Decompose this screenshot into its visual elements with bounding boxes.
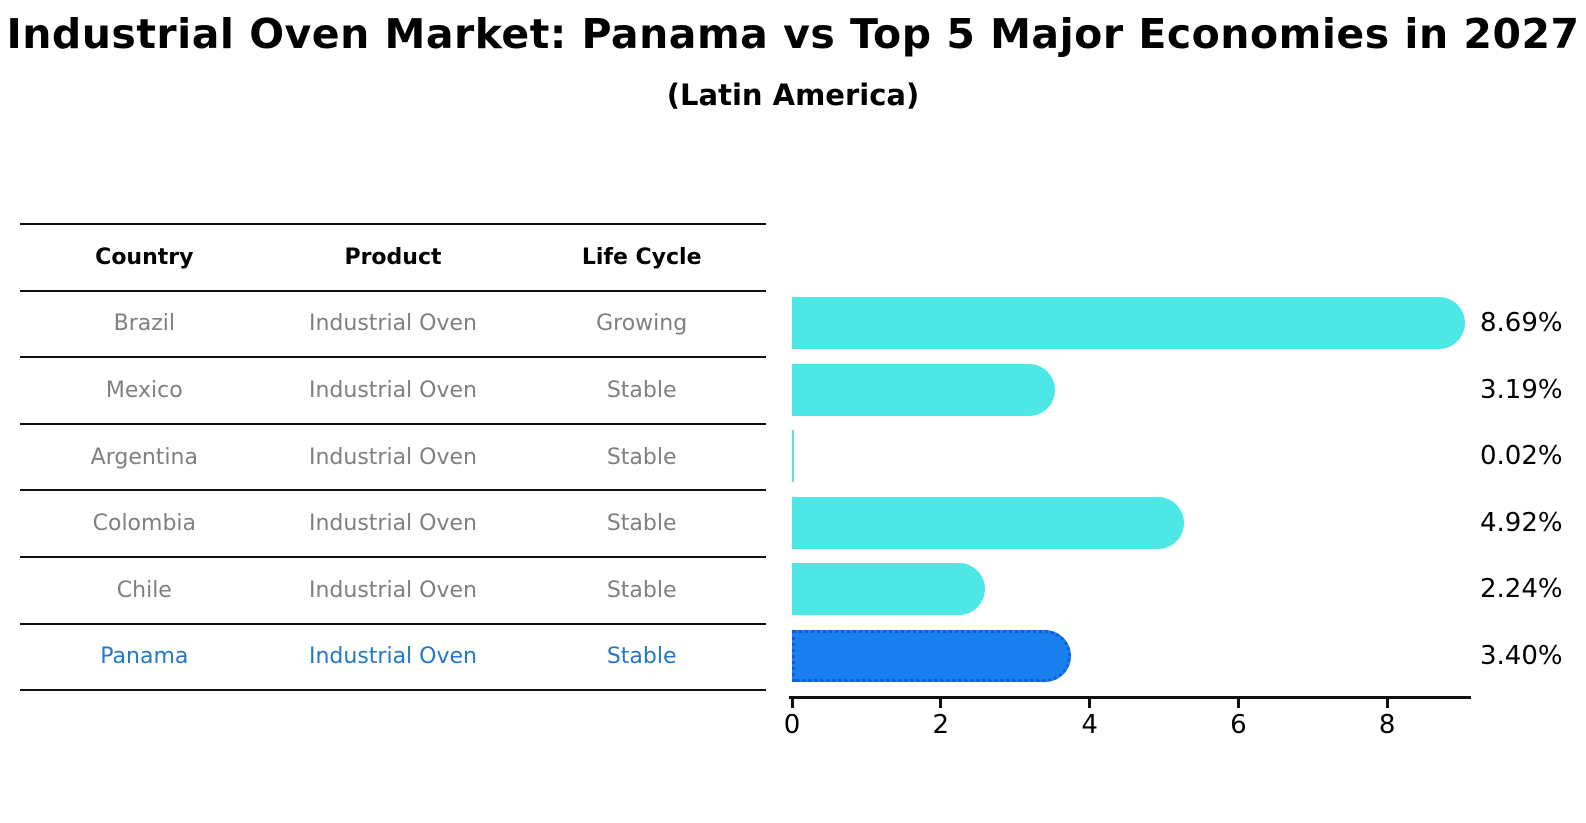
x-axis-tick-mark [1385, 699, 1389, 708]
bar-value-label: 8.69% [1480, 308, 1563, 338]
table-cell-product: Industrial Oven [308, 444, 477, 470]
table-cell-lifecycle: Stable [606, 577, 677, 603]
table-row: Mexico Industrial Oven Stable [20, 358, 766, 425]
x-axis-tick-label: 4 [1081, 710, 1098, 740]
table-header-product: Product [344, 244, 442, 270]
value-labels: 8.69% 3.19% 0.02% 4.92% 2.24% 3.40% [1480, 290, 1586, 690]
x-axis-tick-mark [790, 699, 794, 708]
table-cell-country: Brazil [113, 311, 176, 337]
table-header-lifecycle: Life Cycle [581, 244, 702, 270]
table-cell-product: Industrial Oven [308, 511, 477, 537]
x-axis-tick-label: 8 [1378, 710, 1396, 740]
table-cell-product: Industrial Oven [308, 577, 477, 603]
x-axis-tick-mark [939, 699, 943, 708]
comparison-table: Country Product Life Cycle Brazil Industr… [20, 223, 766, 692]
table-body: Brazil Industrial Oven Growing Mexico Indust… [20, 292, 766, 692]
bar-value-label: 0.02% [1480, 441, 1563, 472]
table-cell-lifecycle: Stable [606, 511, 677, 537]
bar-argentina [792, 430, 795, 483]
x-axis-tick-label: 6 [1230, 710, 1247, 740]
x-axis-tick-label: 2 [932, 710, 950, 740]
bar-value-label: 4.92% [1480, 507, 1563, 538]
x-axis-tick-mark [1236, 699, 1240, 708]
table-cell-lifecycle: Stable [606, 377, 677, 403]
table-cell-product: Industrial Oven [308, 311, 477, 337]
bar-colombia [792, 496, 1185, 549]
x-axis-ticks: 0 2 4 6 8 [784, 699, 1452, 749]
bar-row [792, 623, 1492, 690]
bar-value-label: 3.19% [1480, 374, 1563, 405]
table-cell-country: Argentina [90, 444, 198, 470]
bar-row [792, 556, 1492, 623]
table-row: Colombia Industrial Oven Stable [20, 491, 766, 558]
table-cell-lifecycle: Stable [606, 644, 677, 670]
bar-panama [792, 629, 1071, 682]
table-cell-country: Colombia [92, 511, 197, 537]
bar-row [792, 490, 1492, 557]
table-cell-country: Chile [116, 577, 172, 603]
bar-row [792, 357, 1492, 424]
bar-brazil [792, 297, 1465, 349]
bar-chile [792, 563, 985, 616]
table-row: Argentina Industrial Oven Stable [20, 425, 766, 492]
table-cell-country: Mexico [105, 377, 183, 403]
table-row: Brazil Industrial Oven Growing [20, 292, 766, 359]
bar-mexico [792, 363, 1056, 416]
table-cell-country: Panama [100, 644, 189, 670]
chart-title: Industrial Oven Market: Panama vs Top 5 … [6, 10, 1580, 58]
bar-value-label: 3.40% [1480, 640, 1563, 671]
table-header-row: Country Product Life Cycle [20, 225, 766, 292]
table-row: Chile Industrial Oven Stable [20, 558, 766, 625]
table-cell-product: Industrial Oven [308, 644, 477, 670]
table-cell-product: Industrial Oven [308, 377, 477, 403]
table-header-country: Country [95, 244, 194, 270]
bar-value-label: 2.24% [1480, 574, 1563, 605]
x-axis-tick-mark [1088, 699, 1092, 708]
x-axis-line [789, 696, 1471, 699]
x-axis-tick-label: 0 [783, 710, 801, 740]
bar-chart [792, 290, 1492, 690]
table-cell-lifecycle: Stable [606, 444, 677, 470]
chart-subtitle: (Latin America) [666, 78, 920, 112]
table-cell-lifecycle: Growing [596, 311, 688, 337]
bar-row [792, 290, 1492, 357]
table-row: Panama Industrial Oven Stable [20, 625, 766, 692]
bar-row [792, 423, 1492, 490]
